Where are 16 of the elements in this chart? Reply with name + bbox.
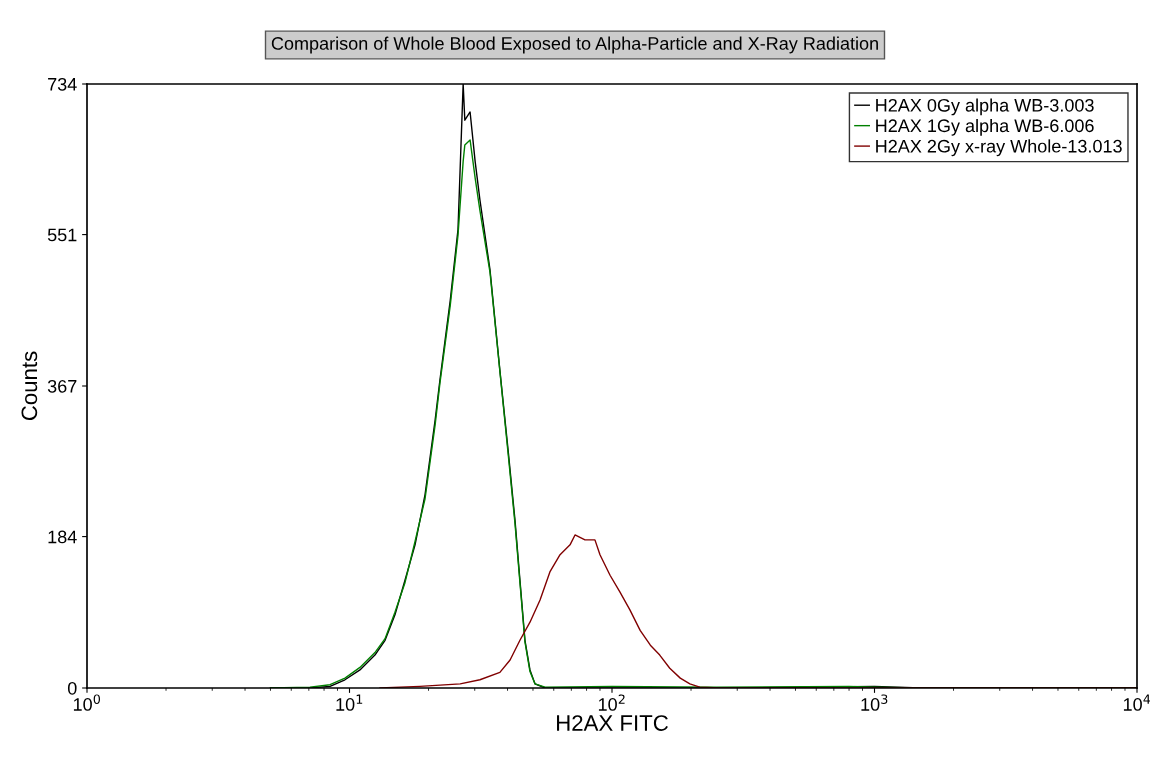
chart-title: Comparison of Whole Blood Exposed to Alpha-Particle and X-Ray Radiation <box>271 36 878 54</box>
x-tick-label: 10$^{0}$ <box>73 694 101 711</box>
x-tick-label: 10$^{1}$ <box>336 694 363 711</box>
y-tick-label: 184 <box>48 530 77 544</box>
x-tick-label: 10$^{2}$ <box>598 694 625 711</box>
legend-label: H2AX 1Gy alpha WB-6.006 <box>876 118 1094 136</box>
y-tick-label: 367 <box>47 379 77 393</box>
y-axis-title: Counts <box>21 351 38 421</box>
x-tick-label: 10$^{3}$ <box>861 694 888 711</box>
y-tick-label: 551 <box>47 228 77 242</box>
y-tick-label: 734 <box>48 77 77 91</box>
legend-label: H2AX 2Gy x-ray Whole-13.013 <box>876 139 1122 157</box>
legend-label: H2AX 0Gy alpha WB-3.003 <box>876 98 1094 116</box>
x-tick-label: 10$^{4}$ <box>1123 694 1150 711</box>
x-axis-title: H2AX FITC <box>557 715 668 731</box>
y-tick-label: 0 <box>67 681 77 695</box>
